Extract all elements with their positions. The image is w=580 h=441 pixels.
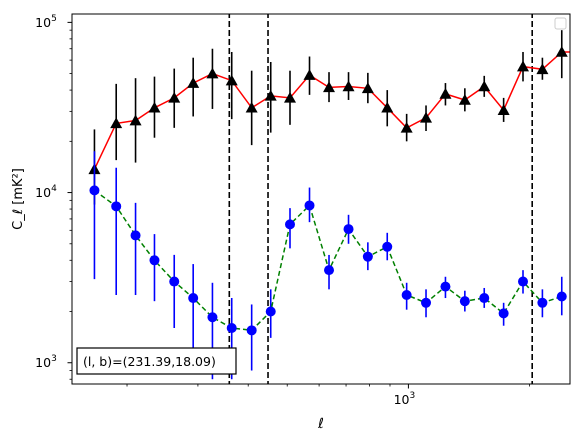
plot-layer — [88, 14, 580, 384]
data-point — [401, 290, 412, 301]
data-point — [130, 230, 141, 241]
data-point — [206, 67, 219, 79]
series-1 — [88, 30, 580, 205]
data-point — [265, 306, 276, 317]
data-point — [324, 265, 335, 276]
tick-layer: 103 103 104 105 — [35, 14, 530, 407]
data-point — [420, 111, 433, 123]
data-point — [245, 101, 258, 113]
annotation-box: (l, b)=(231.39,18.09) — [76, 347, 237, 375]
y-tick-label: 103 — [35, 354, 57, 370]
data-point — [400, 121, 413, 133]
data-point — [110, 117, 123, 129]
data-point — [440, 281, 451, 292]
legend-box — [554, 17, 567, 30]
data-point — [225, 74, 238, 86]
data-point — [458, 93, 471, 105]
data-point — [555, 45, 568, 57]
data-point — [517, 60, 530, 72]
x-tick-label: 103 — [394, 391, 416, 407]
y-axis-label: C_ℓ [mK²] — [11, 168, 26, 230]
data-point — [169, 276, 180, 287]
data-point — [478, 80, 491, 92]
data-point — [264, 89, 277, 101]
data-point — [497, 104, 510, 115]
data-point — [459, 296, 470, 307]
data-point — [343, 224, 354, 235]
data-point — [304, 200, 315, 211]
series-line — [93, 51, 570, 170]
data-point — [342, 80, 355, 92]
data-point — [89, 185, 100, 196]
data-point — [111, 201, 122, 212]
data-point — [188, 293, 199, 304]
data-point — [361, 82, 374, 94]
data-point — [479, 293, 490, 304]
data-point — [536, 63, 549, 75]
data-point — [362, 251, 373, 262]
data-point — [575, 46, 580, 57]
data-point — [283, 91, 296, 103]
data-point — [207, 312, 218, 323]
data-point — [148, 101, 161, 113]
data-point — [168, 91, 181, 103]
data-point — [382, 241, 393, 252]
y-tick-label: 105 — [35, 14, 57, 30]
data-point — [246, 325, 257, 336]
annotation-text: (l, b)=(231.39,18.09) — [83, 354, 216, 369]
data-point — [323, 81, 336, 93]
data-point — [421, 297, 432, 308]
data-point — [187, 77, 200, 88]
data-point — [226, 323, 237, 334]
series-2 — [89, 151, 567, 380]
data-point — [149, 255, 160, 266]
series-line — [93, 189, 563, 332]
data-point — [381, 101, 394, 113]
data-point — [498, 308, 509, 319]
data-point — [303, 69, 316, 80]
data-point — [129, 114, 142, 126]
data-point — [518, 276, 529, 287]
data-point — [439, 87, 452, 99]
x-axis-label: ℓ — [317, 416, 324, 432]
data-point — [284, 219, 295, 230]
y-tick-label: 104 — [35, 184, 57, 200]
data-point — [556, 291, 567, 302]
data-point — [537, 297, 548, 308]
axes-frame — [71, 13, 571, 385]
